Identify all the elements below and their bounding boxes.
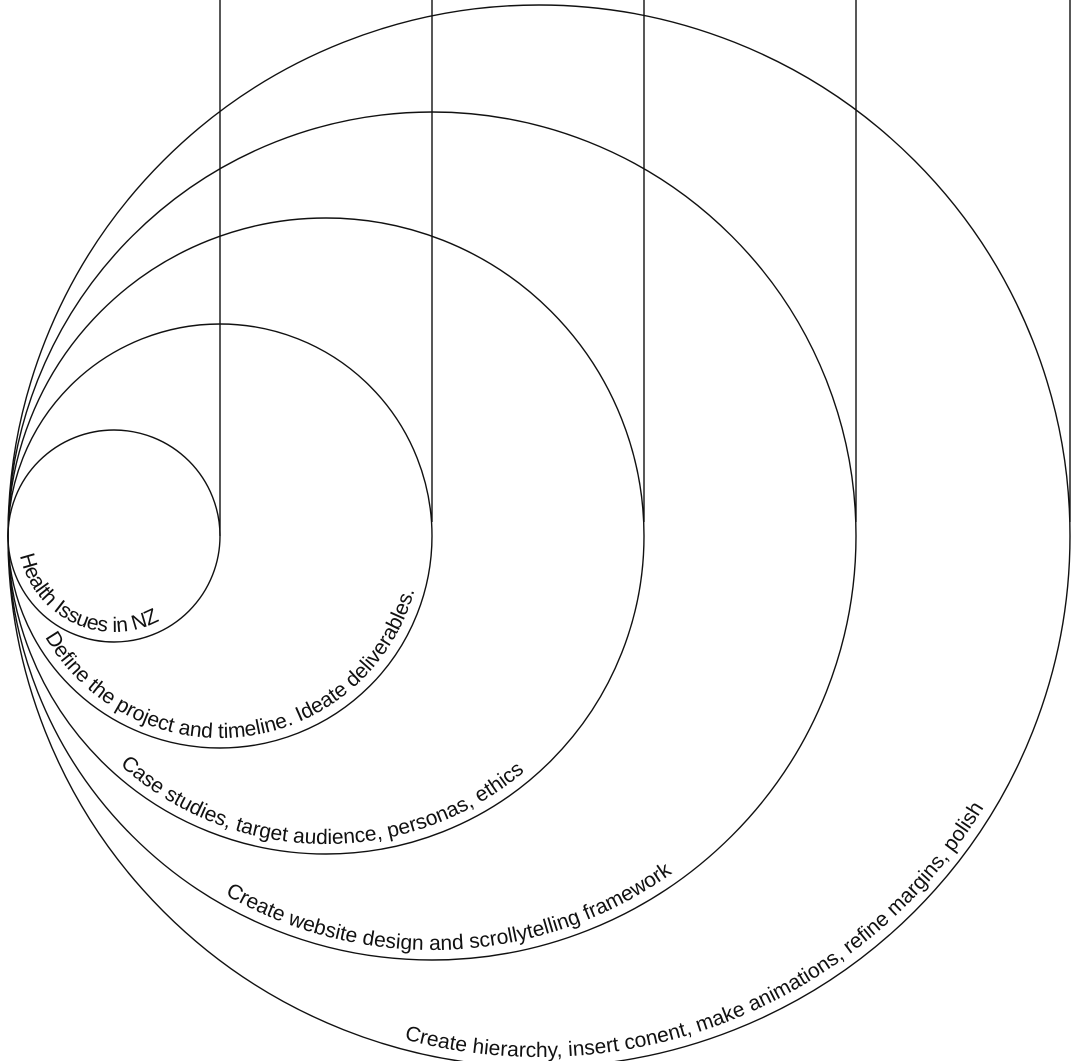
stage-label-2: Define the project and timeline. Ideate … [41,585,420,743]
stage-label-text-1: Health Issues in NZ [15,551,162,638]
stage-ring-1 [7,429,221,643]
stage-ring-3 [7,217,645,855]
stage-label-text-4: Create website design and scrollytelling… [223,858,676,955]
stage-label-1: Health Issues in NZ [15,551,162,638]
stage-label-text-3: Case studies, target audience, personas,… [117,751,528,849]
stage-label-4: Create website design and scrollytelling… [223,858,676,955]
stage-label-text-2: Define the project and timeline. Ideate … [41,585,420,743]
stage-ring-5 [7,4,1071,1061]
stage-label-3: Case studies, target audience, personas,… [117,751,528,849]
